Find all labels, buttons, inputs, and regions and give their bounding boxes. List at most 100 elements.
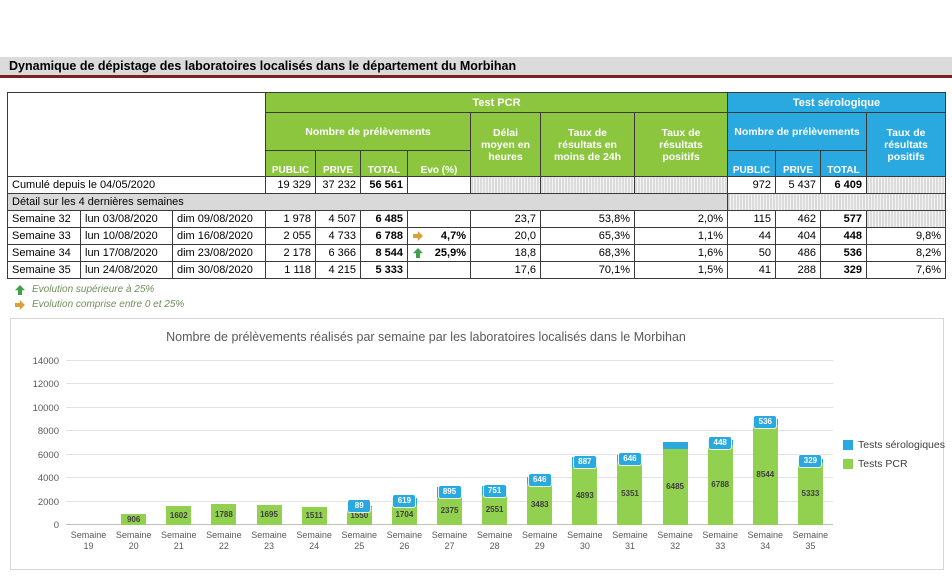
- table-row-semaine-32: Semaine 32 lun 03/08/2020 dim 09/08/2020 1 …: [7, 210, 947, 228]
- header-public-sero: PUBLIC: [727, 150, 776, 177]
- table-cell: 6 485: [360, 210, 408, 228]
- bar-sero-segment: [662, 442, 688, 450]
- bar-pcr-value-label: 906: [126, 514, 141, 524]
- evolution-indicator: 25,9%: [412, 247, 466, 259]
- bar-pcr-segment: [121, 514, 147, 525]
- table-cell: 448: [820, 227, 867, 245]
- x-label-line2: 35: [805, 541, 816, 551]
- bar-sero-value-label: 751: [483, 484, 506, 497]
- table-cell: [407, 176, 471, 194]
- week-label: Semaine 35: [7, 261, 81, 279]
- y-axis-tick-label: 2000: [37, 496, 59, 508]
- bar-pcr-segment: [482, 495, 508, 525]
- x-axis-tick-label: Semaine 23: [246, 530, 291, 552]
- table-cell: 1 978: [265, 210, 316, 228]
- detail-section-row: Détail sur les 4 dernières semaines: [7, 193, 947, 211]
- testing-table: Test PCR Test sérologique Nombre de prél…: [7, 92, 947, 279]
- table-cell: 115: [727, 210, 776, 228]
- x-label-line1: Semaine: [206, 530, 242, 540]
- table-row-semaine-35: Semaine 35 lun 24/08/2020 dim 30/08/2020 1 …: [7, 261, 947, 279]
- up-arrow-icon: [15, 284, 25, 295]
- bar-pcr-value-label: 1511: [305, 511, 323, 521]
- table-cell: 8,2%: [865, 244, 947, 262]
- bar-pcr-segment: [797, 462, 823, 525]
- evolution-cell: [407, 210, 471, 228]
- bar-sero-value-label: 646: [618, 452, 641, 465]
- x-label-line1: Semaine: [702, 530, 738, 540]
- x-axis-tick-label: Semaine 22: [201, 530, 246, 552]
- table-cell: 329: [820, 261, 867, 279]
- legend-item: Tests sérologiques: [843, 439, 945, 451]
- footnote-text: Evolution supérieure à 25%: [32, 284, 155, 295]
- table-cell: 2 055: [265, 227, 316, 245]
- table-cell: 37 232: [315, 176, 361, 194]
- week-start-date: lun 17/08/2020: [80, 244, 173, 262]
- header-total-sero: TOTAL: [820, 150, 867, 177]
- x-axis-tick-label: Semaine 33: [698, 530, 743, 552]
- header-nb-prelevements-sero: Nombre de prélèvements: [727, 112, 867, 151]
- header-evo: Evo (%): [407, 150, 471, 177]
- evolution-cell: 25,9%: [407, 244, 471, 262]
- chart-legend: Tests sérologiques Tests PCR: [843, 439, 945, 477]
- x-axis-tick-label: Semaine 32: [653, 530, 698, 552]
- x-label-line1: Semaine: [657, 530, 693, 540]
- x-label-line2: 31: [624, 541, 635, 551]
- gridline: [66, 406, 833, 408]
- x-label-line2: 25: [354, 541, 365, 551]
- x-label-line1: Semaine: [521, 530, 558, 540]
- header-prive-sero: PRIVE: [775, 150, 821, 177]
- x-label-line1: Semaine: [251, 530, 287, 540]
- x-axis-tick-label: Semaine 20: [111, 530, 156, 552]
- table-cell: 577: [820, 210, 867, 228]
- x-label-line1: Semaine: [341, 530, 378, 540]
- table-cell: 7,6%: [865, 261, 947, 279]
- bar-pcr-value-label: 5333: [801, 488, 820, 498]
- chart-plot-area: 906 1602 1788 1695 1511 1550 89 1704 619 2375 895 2…: [66, 360, 833, 525]
- bar-pcr-segment: [572, 467, 598, 525]
- x-label-line1: Semaine: [476, 530, 513, 540]
- week-label: Semaine 34: [7, 244, 81, 262]
- bar-pcr-segment: [211, 504, 237, 525]
- table-cell: 462: [775, 210, 821, 228]
- bar-sero-value-label: 536: [754, 415, 777, 428]
- week-label: Semaine 33: [7, 227, 81, 245]
- legend-item: Tests PCR: [843, 458, 945, 470]
- table-cell: 486: [775, 244, 821, 262]
- x-label-line2: 24: [309, 541, 320, 551]
- bar-pcr-segment: [166, 506, 192, 525]
- x-label-line1: Semaine: [161, 530, 197, 540]
- table-cell: 6 788: [360, 227, 408, 245]
- bar-pcr-segment: [617, 462, 643, 525]
- week-start-date: lun 24/08/2020: [80, 261, 173, 279]
- table-cell: 56 561: [360, 176, 408, 194]
- x-label-line2: 33: [715, 541, 726, 551]
- header-taux-positifs-pcr: Taux de résultats positifs: [634, 112, 728, 177]
- header-test-pcr: Test PCR: [265, 92, 728, 113]
- header-nb-prelevements-pcr: Nombre de prélèvements: [265, 112, 471, 151]
- header-taux-24h: Taux de résultats en moins de 24h: [540, 112, 635, 177]
- bar-sero-value-label: 448: [709, 436, 732, 449]
- table-cell: 9,8%: [865, 227, 947, 245]
- gridline: [66, 360, 833, 361]
- no-data-cell: [634, 176, 728, 194]
- bar-pcr-segment: [527, 484, 553, 525]
- table-cell: 1,1%: [634, 227, 728, 245]
- table-cell: 1,5%: [634, 261, 728, 279]
- table-corner-cell: [7, 92, 266, 177]
- week-end-date: dim 30/08/2020: [172, 261, 266, 279]
- evolution-value: 4,7%: [440, 230, 466, 242]
- x-label-line1: Semaine: [296, 530, 332, 540]
- x-axis-tick-label: Semaine 34: [743, 530, 788, 552]
- right-arrow-icon: [413, 231, 423, 241]
- table-cell: 18,8: [470, 244, 541, 262]
- bar-sero-value-label: 646: [528, 474, 551, 487]
- x-label-line1: Semaine: [70, 530, 107, 540]
- no-data-cell: [470, 176, 541, 194]
- y-axis-tick-label: 6000: [37, 449, 59, 461]
- table-cell: 53,8%: [540, 210, 635, 228]
- table-cell: 70,1%: [540, 261, 635, 279]
- detail-section-label: Détail sur les 4 dernières semaines: [7, 193, 728, 211]
- x-axis-tick-label: Semaine 21: [156, 530, 201, 552]
- x-label-line2: 21: [173, 541, 184, 551]
- cumulative-label: Cumulé depuis le 04/05/2020: [7, 176, 266, 194]
